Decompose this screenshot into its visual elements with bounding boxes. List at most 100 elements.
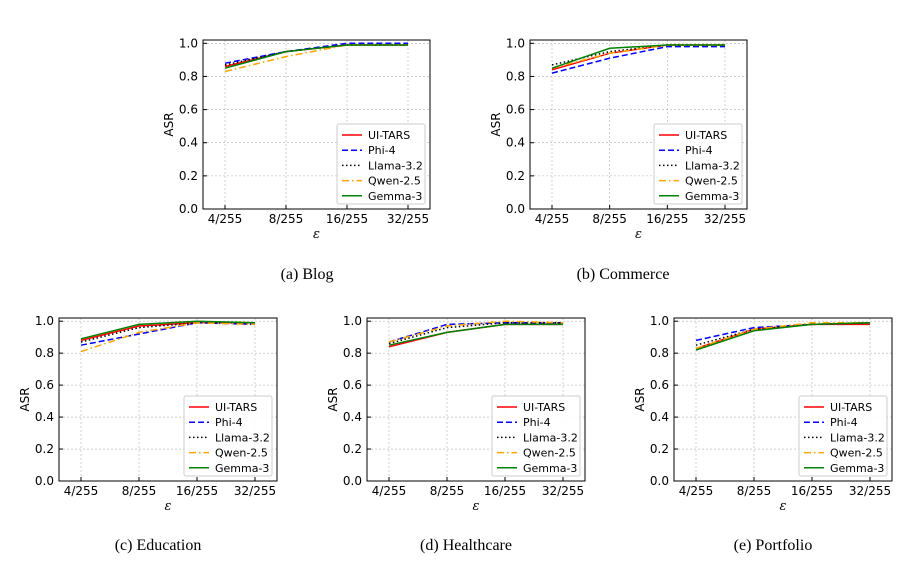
legend-label: Gemma-3 (830, 462, 884, 475)
plot-frame (202, 39, 431, 210)
subfigure-caption: (e) Portfolio (734, 537, 813, 554)
subplot-5: 0.0 0.2 0.4 0.6 0.8 1.0 4/255 8/255 16/255 32/255… (633, 314, 893, 554)
series-line-gemma-3 (388, 323, 563, 346)
y-axis-label: ASR (162, 112, 176, 136)
legend-label: Phi-4 (368, 144, 396, 157)
y-tick-label: 0.2 (35, 442, 54, 456)
legend-label: Phi-4 (685, 144, 713, 157)
x-tick-label: 32/255 (849, 484, 891, 498)
legend-label: Llama-3.2 (215, 431, 270, 444)
legend-label: UI-TARS (830, 401, 872, 414)
plot-frame (58, 317, 278, 482)
y-tick-label: 0.4 (343, 410, 362, 424)
x-tick-label: 4/255 (679, 484, 714, 498)
series-line-llama-3-2 (80, 322, 255, 343)
series-line-qwen-2-5 (80, 322, 256, 353)
y-tick-label: 0.0 (343, 474, 362, 488)
series-line-phi-4 (224, 42, 408, 64)
legend: UI-TARS Phi-4 Llama-3.2 Qwen-2.5 Gemma-3 (798, 395, 888, 477)
x-tick-label: 16/255 (646, 212, 688, 226)
y-tick-label: 0.6 (650, 378, 669, 392)
y-axis-label: ASR (633, 387, 647, 411)
x-axis-label: ε (473, 499, 480, 514)
x-tick-label: 4/255 (208, 212, 243, 226)
legend: UI-TARS Phi-4 Llama-3.2 Qwen-2.5 Gemma-3 (491, 395, 581, 477)
legend-label: Llama-3.2 (523, 431, 578, 444)
subplot-4: 0.0 0.2 0.4 0.6 0.8 1.0 4/255 8/255 16/255 32/255… (326, 314, 586, 554)
series-line-gemma-3 (224, 44, 408, 69)
y-tick-label: 0.2 (343, 442, 362, 456)
legend-box (653, 123, 743, 205)
x-tick-label: 4/255 (64, 484, 99, 498)
legend-label: Gemma-3 (215, 462, 269, 475)
x-tick-label: 8/255 (269, 212, 304, 226)
plot-frame (366, 317, 586, 482)
x-tick-label: 32/255 (704, 212, 746, 226)
x-tick-label: 8/255 (122, 484, 157, 498)
legend-label: Gemma-3 (368, 190, 422, 203)
y-tick-label: 0.4 (650, 410, 669, 424)
x-tick-label: 16/255 (176, 484, 218, 498)
y-tick-label: 0.0 (179, 202, 198, 216)
legend-box (336, 123, 426, 205)
series-line-gemma-3 (695, 322, 871, 351)
subfigure-caption: (c) Education (115, 537, 202, 554)
x-tick-label: 16/255 (484, 484, 526, 498)
x-axis-label: ε (165, 499, 172, 514)
subplot-2: 0.0 0.2 0.4 0.6 0.8 1.0 4/255 8/255 16/255 32/255… (489, 36, 748, 283)
legend-label: UI-TARS (685, 129, 727, 142)
x-tick-label: 16/255 (326, 212, 368, 226)
x-tick-label: 32/255 (387, 212, 429, 226)
subfigure-caption: (d) Healthcare (420, 537, 512, 554)
legend-label: Llama-3.2 (830, 431, 885, 444)
legend-label: Phi-4 (523, 416, 551, 429)
y-tick-label: 0.4 (35, 410, 54, 424)
legend-label: Phi-4 (215, 416, 243, 429)
y-axis-label: ASR (18, 387, 32, 411)
y-tick-label: 0.8 (179, 69, 198, 83)
y-tick-label: 1.0 (506, 36, 525, 50)
legend: UI-TARS Phi-4 Llama-3.2 Qwen-2.5 Gemma-3 (183, 395, 273, 477)
y-tick-label: 1.0 (343, 314, 362, 328)
x-axis-label: ε (313, 227, 320, 242)
y-axis-label: ASR (326, 387, 340, 411)
legend-label: UI-TARS (523, 401, 565, 414)
y-axis-label: ASR (489, 112, 503, 136)
legend: UI-TARS Phi-4 Llama-3.2 Qwen-2.5 Gemma-3 (653, 123, 743, 205)
legend-label: Gemma-3 (685, 190, 739, 203)
x-tick-label: 32/255 (234, 484, 276, 498)
y-tick-label: 0.0 (650, 474, 669, 488)
subplot-1: 0.0 0.2 0.4 0.6 0.8 1.0 4/255 8/255 16/255 32/255… (162, 36, 431, 283)
plot-frame (673, 317, 893, 482)
y-tick-label: 0.6 (506, 103, 525, 117)
x-tick-label: 4/255 (535, 212, 570, 226)
legend-label: Llama-3.2 (368, 159, 423, 172)
series-line-gemma-3 (80, 320, 256, 340)
x-tick-label: 16/255 (791, 484, 833, 498)
y-tick-label: 1.0 (650, 314, 669, 328)
series-line-ui-tars (80, 322, 255, 342)
y-tick-label: 1.0 (35, 314, 54, 328)
subplot-3: 0.0 0.2 0.4 0.6 0.8 1.0 4/255 8/255 16/255 32/255… (18, 314, 278, 554)
legend-box (798, 395, 888, 477)
legend-label: UI-TARS (215, 401, 257, 414)
x-tick-label: 4/255 (372, 484, 407, 498)
subfigure-caption: (a) Blog (281, 266, 334, 283)
y-tick-label: 0.2 (179, 169, 198, 183)
subfigure-caption: (b) Commerce (577, 266, 670, 283)
y-tick-label: 0.6 (343, 378, 362, 392)
series-line-qwen-2-5 (388, 320, 564, 343)
x-tick-label: 8/255 (592, 212, 627, 226)
plot-frame (529, 39, 748, 210)
y-tick-label: 0.2 (650, 442, 669, 456)
legend: UI-TARS Phi-4 Llama-3.2 Qwen-2.5 Gemma-3 (336, 123, 426, 205)
legend-label: Llama-3.2 (685, 159, 740, 172)
legend-label: Gemma-3 (523, 462, 577, 475)
series-line-qwen-2-5 (551, 44, 725, 69)
legend-label: Phi-4 (830, 416, 858, 429)
y-tick-label: 0.0 (506, 202, 525, 216)
series-line-qwen-2-5 (695, 322, 870, 350)
x-tick-label: 8/255 (430, 484, 465, 498)
legend-label: Qwen-2.5 (523, 447, 576, 460)
legend-label: Qwen-2.5 (215, 447, 268, 460)
